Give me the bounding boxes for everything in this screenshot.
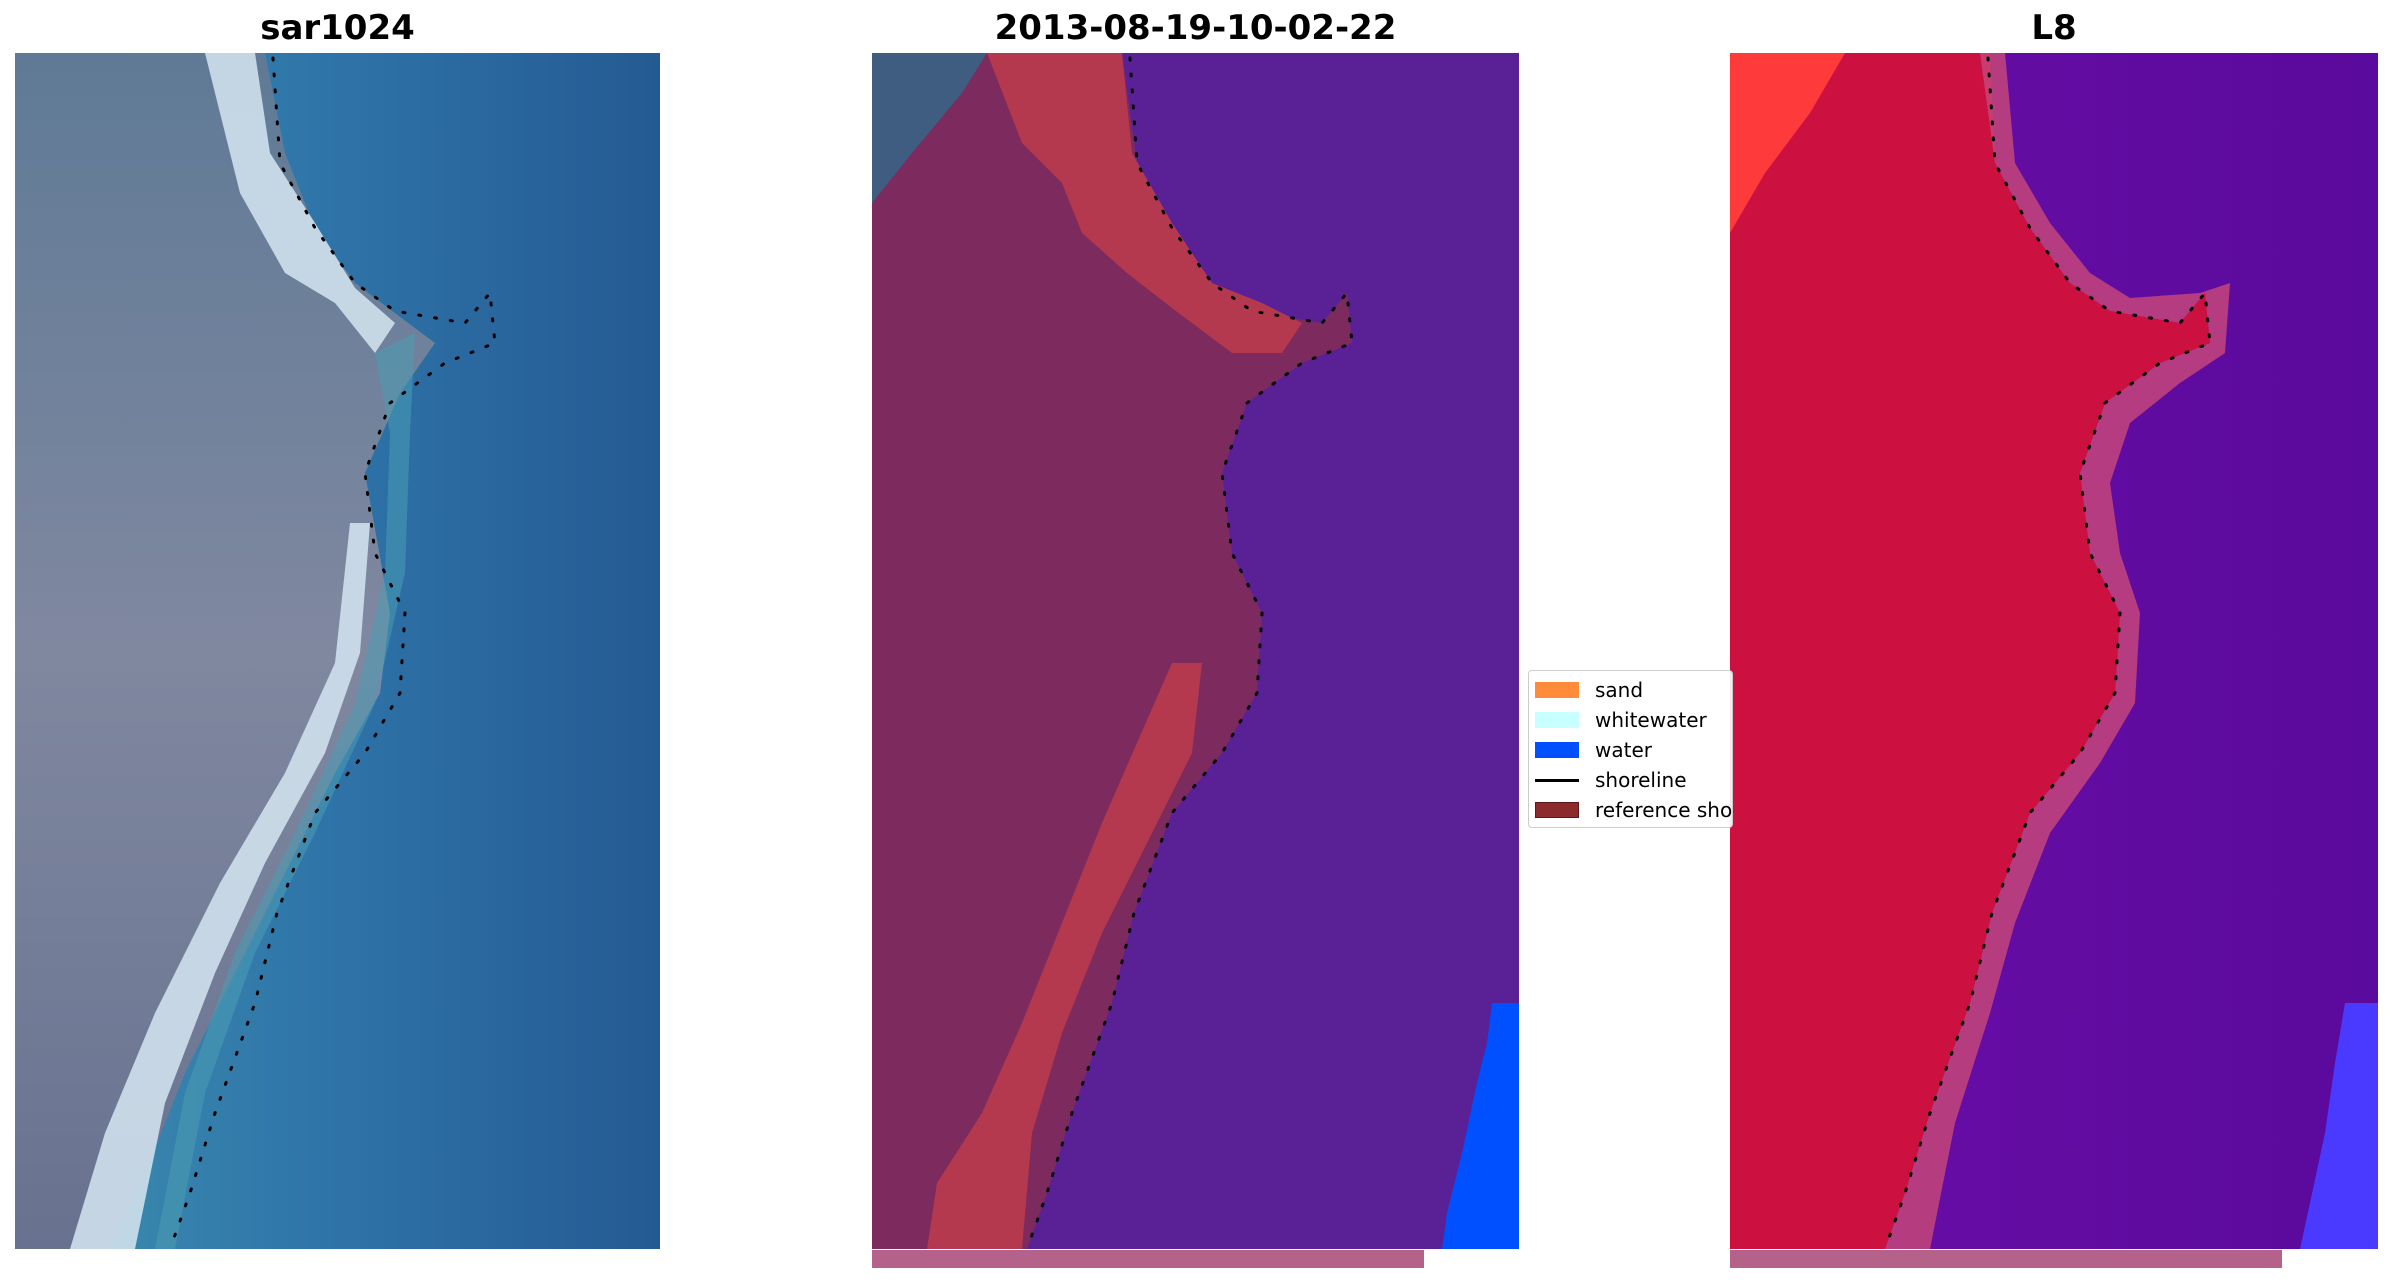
legend: sand whitewater water shoreline referenc… bbox=[1528, 670, 1733, 828]
legend-item-sand: sand bbox=[1535, 677, 1643, 703]
classified-bright-water bbox=[1442, 1003, 1519, 1249]
surf-zone bbox=[155, 333, 415, 1249]
legend-item-shoreline: shoreline bbox=[1535, 767, 1687, 793]
legend-label-reference-shoreline: reference shoreline bbox=[1595, 798, 1733, 822]
panel-title-l8: L8 bbox=[2031, 8, 2077, 48]
l8-land bbox=[1730, 53, 2210, 1249]
classified-sand-north bbox=[987, 53, 1302, 353]
l8-bright-water bbox=[2300, 1003, 2378, 1249]
legend-item-reference-shoreline: reference shoreline bbox=[1535, 797, 1733, 823]
panel-title-classified: 2013-08-19-10-02-22 bbox=[994, 8, 1397, 48]
legend-swatch-whitewater bbox=[1535, 712, 1579, 728]
legend-swatch-reference-shoreline bbox=[1535, 802, 1579, 818]
panel-title-rgb: sar1024 bbox=[260, 8, 415, 48]
legend-line-shoreline bbox=[1535, 778, 1579, 782]
classified-old-land bbox=[872, 53, 987, 203]
legend-item-water: water bbox=[1535, 737, 1652, 763]
legend-label-whitewater: whitewater bbox=[1595, 708, 1707, 732]
legend-label-sand: sand bbox=[1595, 678, 1644, 702]
legend-label-shoreline: shoreline bbox=[1595, 768, 1687, 792]
rgb-image-panel bbox=[15, 53, 660, 1249]
classified-image-panel bbox=[872, 53, 1519, 1249]
land-area bbox=[15, 53, 435, 1249]
classified-sand-south bbox=[927, 663, 1202, 1249]
l8-bright-land bbox=[1730, 53, 1845, 233]
scale-bar-l8 bbox=[1730, 1250, 2282, 1268]
scale-bar-classified bbox=[872, 1250, 1424, 1268]
legend-swatch-water bbox=[1535, 742, 1579, 758]
l8-image-panel bbox=[1730, 53, 2378, 1249]
legend-swatch-sand bbox=[1535, 682, 1579, 698]
legend-item-whitewater: whitewater bbox=[1535, 707, 1707, 733]
legend-label-water: water bbox=[1595, 738, 1652, 762]
